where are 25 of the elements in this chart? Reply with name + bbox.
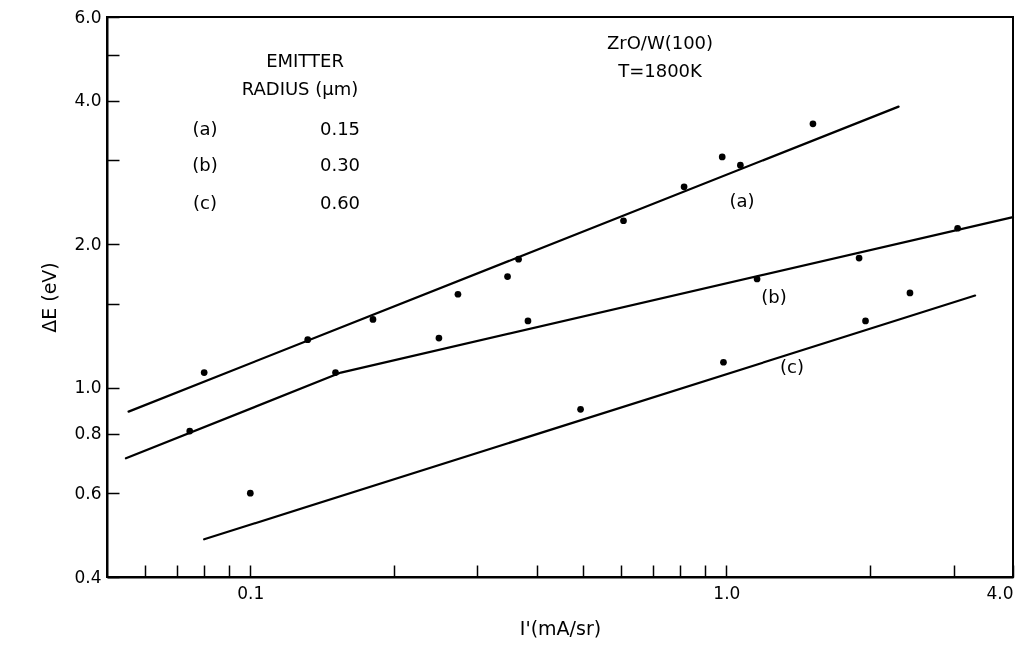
y-tick-label: 0.6 <box>74 482 102 503</box>
y-tick-label: 1.0 <box>74 377 102 398</box>
y-tick-label: 0.4 <box>74 566 102 587</box>
y-tick-label: 4.0 <box>74 90 102 111</box>
x-tick-label: 4.0 <box>986 582 1014 603</box>
y-tick-label: 2.0 <box>74 233 102 254</box>
y-tick-label: 6.0 <box>74 6 102 27</box>
annotation: (a) <box>729 190 755 211</box>
annotation: ZrO/W(100) <box>606 32 714 53</box>
annotation: (c) <box>780 356 804 377</box>
y-tick-label: 0.8 <box>74 423 102 444</box>
annotation: 0.15 <box>319 118 361 139</box>
annotation: (b) <box>761 286 787 307</box>
x-tick-label: 0.1 <box>237 582 265 603</box>
y-axis-title: ΔE (eV) <box>38 262 61 333</box>
annotation: (b) <box>192 154 218 175</box>
annotation: RADIUS (μm) <box>241 78 359 99</box>
annotation: EMITTER <box>266 50 344 71</box>
annotation: 0.60 <box>319 192 361 213</box>
annotation: (a) <box>192 118 218 139</box>
annotation: T=1800K <box>617 60 704 81</box>
x-axis-title: I'(mA/sr) <box>519 616 602 639</box>
annotation: (c) <box>193 192 217 213</box>
x-tick-label: 1.0 <box>713 582 741 603</box>
annotation: 0.30 <box>319 154 361 175</box>
